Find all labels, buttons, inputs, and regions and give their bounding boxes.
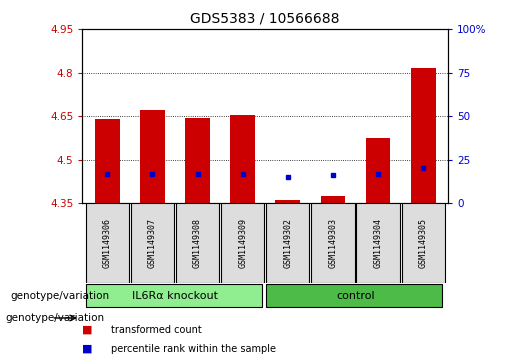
Bar <box>411 68 436 203</box>
Bar <box>95 119 119 203</box>
Text: genotype/variation: genotype/variation <box>10 291 109 301</box>
Bar <box>230 115 255 203</box>
Text: GSM1149304: GSM1149304 <box>373 218 383 268</box>
Text: GSM1149305: GSM1149305 <box>419 218 428 268</box>
Bar <box>311 203 355 283</box>
Bar <box>266 203 310 283</box>
Title: GDS5383 / 10566688: GDS5383 / 10566688 <box>191 11 340 25</box>
Text: IL6Rα knockout: IL6Rα knockout <box>132 291 218 301</box>
Text: transformed count: transformed count <box>111 325 201 335</box>
Bar <box>320 196 346 203</box>
Text: percentile rank within the sample: percentile rank within the sample <box>111 344 276 354</box>
Bar <box>356 203 400 283</box>
Text: genotype/variation: genotype/variation <box>5 313 104 323</box>
Bar <box>85 285 262 307</box>
Text: GSM1149306: GSM1149306 <box>102 218 112 268</box>
Text: GSM1149307: GSM1149307 <box>148 218 157 268</box>
Bar <box>131 203 174 283</box>
Bar <box>185 118 210 203</box>
Text: ■: ■ <box>82 325 93 335</box>
Bar <box>221 203 264 283</box>
Bar <box>85 203 129 283</box>
Text: control: control <box>336 291 375 301</box>
Text: GSM1149309: GSM1149309 <box>238 218 247 268</box>
Bar <box>266 285 442 307</box>
Text: GSM1149303: GSM1149303 <box>329 218 337 268</box>
Text: GSM1149302: GSM1149302 <box>283 218 293 268</box>
Text: GSM1149308: GSM1149308 <box>193 218 202 268</box>
Bar <box>402 203 445 283</box>
Text: ■: ■ <box>82 344 93 354</box>
Bar <box>176 203 219 283</box>
Bar <box>276 200 300 203</box>
Bar <box>366 138 390 203</box>
Bar <box>140 110 165 203</box>
